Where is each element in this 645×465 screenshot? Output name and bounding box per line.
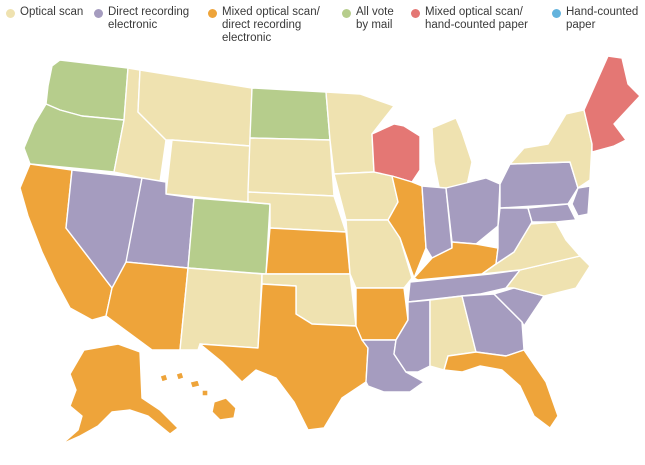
state-colorado <box>187 197 271 275</box>
state-pennsylvania <box>499 161 579 209</box>
us-map-svg <box>19 55 641 445</box>
state-wisconsin <box>371 123 421 183</box>
legend-item-hand: Hand-counted paper <box>552 6 638 32</box>
legend-item-mail: All vote by mail <box>342 6 394 32</box>
legend-label-hand: Hand-counted paper <box>566 6 639 31</box>
legend-swatch-mail <box>342 9 351 18</box>
state-hawaii-islands <box>175 371 209 397</box>
state-wyoming <box>165 139 251 203</box>
legend-item-mixed-hand: Mixed optical scan/ hand-counted paper <box>411 6 528 32</box>
legend-label-optical: Optical scan <box>20 6 84 18</box>
state-arizona <box>105 261 189 351</box>
legend-label-mixed-hand: Mixed optical scan/ hand-counted paper <box>425 6 528 31</box>
state-florida <box>443 349 559 429</box>
state-kansas <box>265 227 351 275</box>
legend-item-mixed-dre: Mixed optical scan/ direct recording ele… <box>208 6 320 45</box>
legend-label-mail: All vote by mail <box>356 6 394 31</box>
state-hawaii <box>211 397 237 421</box>
legend-swatch-mixed-hand <box>411 9 420 18</box>
legend-swatch-hand <box>552 9 561 18</box>
state-new-jersey <box>571 185 591 217</box>
legend-item-dre: Direct recording electronic <box>94 6 189 32</box>
legend-item-optical: Optical scan <box>6 6 83 19</box>
state-new-mexico <box>179 267 263 351</box>
state-south-carolina <box>493 287 545 327</box>
legend: Optical scan Direct recording electronic… <box>6 6 641 56</box>
legend-swatch-optical <box>6 9 15 18</box>
legend-label-mixed-dre: Mixed optical scan/ direct recording ele… <box>222 6 320 44</box>
state-ohio <box>445 177 501 245</box>
legend-swatch-dre <box>94 9 103 18</box>
state-alaska <box>61 343 179 445</box>
legend-label-dre: Direct recording electronic <box>108 6 190 31</box>
state-alaska-islands <box>159 373 169 383</box>
state-maryland <box>527 203 577 223</box>
legend-swatch-mixed-dre <box>208 9 217 18</box>
state-north-dakota <box>249 87 331 141</box>
state-michigan <box>431 117 473 193</box>
state-new-england <box>583 55 641 153</box>
us-map <box>0 52 645 465</box>
state-south-dakota <box>247 137 335 197</box>
state-iowa <box>333 171 399 221</box>
state-texas <box>199 283 369 431</box>
state-kentucky <box>413 241 499 281</box>
